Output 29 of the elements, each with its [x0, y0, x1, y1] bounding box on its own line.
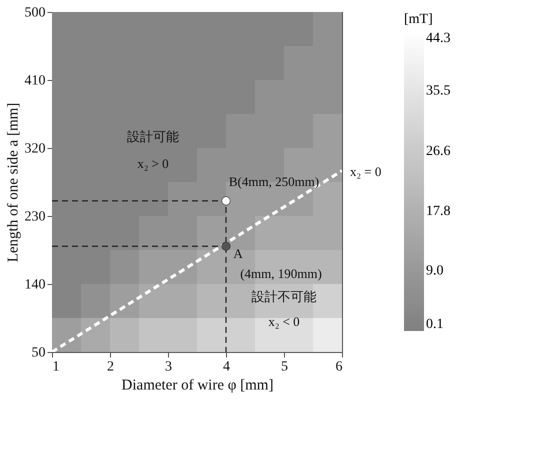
y-tick-label: 230: [24, 210, 46, 224]
color-bar-label: 17.8: [426, 204, 450, 219]
color-bar-label: 26.6: [426, 144, 450, 160]
annotation: A: [233, 246, 244, 261]
color-bar-label: 44.3: [426, 31, 450, 46]
annotation: 設計不可能: [252, 289, 316, 304]
annotation: (4mm, 190mm): [240, 266, 322, 281]
color-bar-label: 0.1: [426, 317, 444, 332]
x-tick-label: 4: [223, 360, 230, 374]
x-tick-label: 1: [52, 360, 60, 374]
y-tick-label: 410: [24, 74, 46, 88]
x-tick-label: 5: [281, 360, 288, 374]
color-bar-title: [mT]: [404, 12, 433, 27]
y-tick-label: 140: [24, 278, 46, 292]
color-bar-label: 35.5: [426, 84, 450, 99]
x-tick-label: 6: [336, 360, 342, 374]
annotation: x₂ < 0: [268, 314, 300, 329]
color-bar-label: 9.0: [426, 264, 444, 279]
text: x₂ = 0: [350, 164, 382, 179]
annotation: x₂ > 0: [137, 156, 169, 171]
y-tick-label: 50: [32, 346, 46, 360]
y-tick-label: 320: [24, 142, 46, 156]
x-axis-title: Diameter of wire φ [mm]: [122, 378, 274, 394]
x-tick-label: 2: [107, 360, 114, 374]
annotation: B(4mm, 250mm): [228, 174, 320, 189]
annotation: 設計可能: [127, 129, 179, 144]
y-axis-title: Length of one side a [mm]: [6, 102, 22, 262]
y-tick-label: 500: [24, 6, 46, 20]
x-tick-label: 3: [165, 360, 172, 374]
